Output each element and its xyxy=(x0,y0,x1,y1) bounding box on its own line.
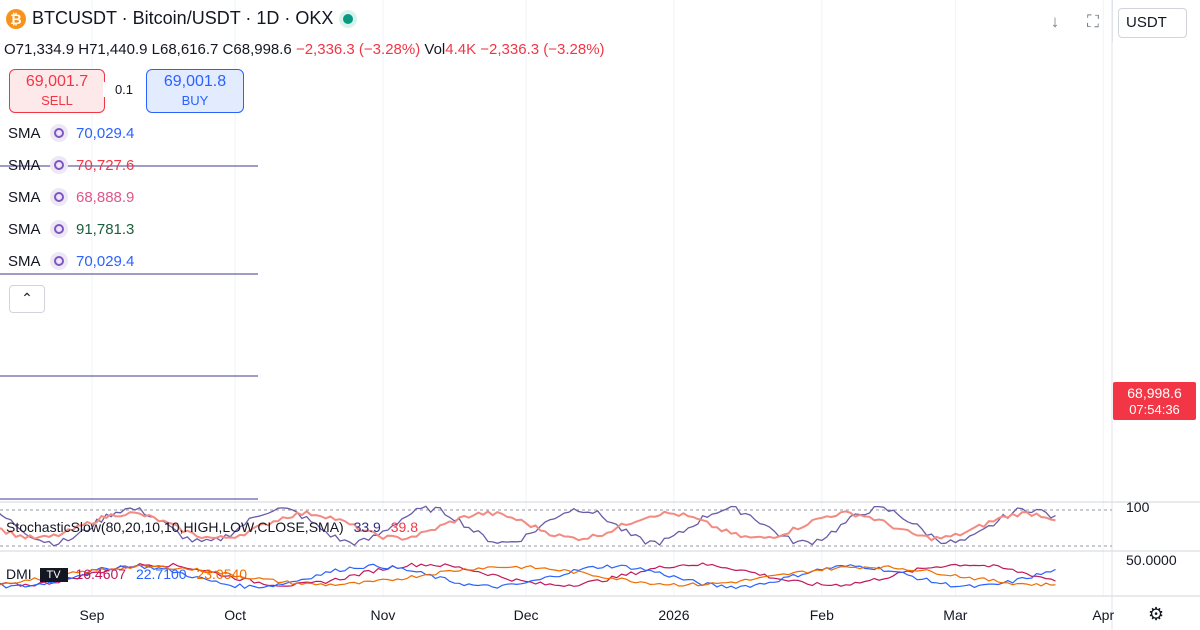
stoch-axis-label: 100 xyxy=(1126,499,1150,515)
stochastic-legend[interactable]: StochasticSlow(80,20,10,10,HIGH,LOW,CLOS… xyxy=(6,519,418,535)
stochastic-k-line xyxy=(0,505,1056,547)
dmi-plus-line xyxy=(0,562,1056,588)
time-axis-label: Mar xyxy=(943,607,967,623)
indicator-sma-2[interactable]: SMA 70,727.6 xyxy=(8,156,134,174)
time-axis-label: 2026 xyxy=(658,607,689,623)
visibility-icon[interactable] xyxy=(50,252,68,270)
symbol-header[interactable]: ₿ BTCUSDT · Bitcoin/USDT · 1D · OKX xyxy=(6,8,354,29)
indicator-value: 68,888.9 xyxy=(76,188,135,206)
indicator-name: SMA xyxy=(8,252,41,270)
stochastic-d-value: 39.8 xyxy=(390,519,418,535)
ohlc-legend: O71,334.9 H71,440.9 L68,616.7 C68,998.6 … xyxy=(4,41,605,58)
bar-countdown: 07:54:36 xyxy=(1129,402,1180,417)
time-axis-label: Sep xyxy=(80,607,105,623)
ohlc-open: O71,334.9 xyxy=(4,41,75,58)
sell-label: SELL xyxy=(41,93,73,108)
sell-price: 69,001.7 xyxy=(25,73,89,90)
price-axis-header xyxy=(1112,0,1200,42)
download-icon[interactable]: ↓ xyxy=(1050,12,1060,31)
indicator-name: SMA xyxy=(8,220,41,238)
dmi-label: DMI xyxy=(6,566,32,582)
visibility-icon[interactable] xyxy=(50,124,68,142)
dmi-minus-line xyxy=(0,563,1056,590)
time-axis-label: Oct xyxy=(224,607,246,623)
last-price-value: 68,998.6 xyxy=(1127,385,1182,401)
bitcoin-icon: ₿ xyxy=(6,8,26,29)
sell-button[interactable]: 69,001.7 SELL xyxy=(9,69,105,113)
dmi-legend[interactable]: DMI TV 16.4607 22.7100 23.0540 xyxy=(6,566,248,583)
volume-value: 4.4K xyxy=(445,41,477,58)
collapse-legend-button[interactable]: ⌃ xyxy=(9,285,45,313)
dmi-axis-label: 50.0000 xyxy=(1126,552,1177,568)
time-axis-label: Dec xyxy=(514,607,539,623)
visibility-icon[interactable] xyxy=(50,188,68,206)
indicator-value: 70,029.4 xyxy=(76,124,135,142)
stochastic-d-line xyxy=(0,510,1056,542)
visibility-icon[interactable] xyxy=(50,220,68,238)
last-price-tag: 68,998.6 07:54:36 xyxy=(1113,382,1196,420)
indicator-name: SMA xyxy=(8,124,41,142)
indicator-value: 70,029.4 xyxy=(76,252,135,270)
fullscreen-icon[interactable]: ⛶ xyxy=(1087,12,1099,31)
dmi-minus-value: 22.7100 xyxy=(135,566,187,582)
volume-label: Vol xyxy=(424,41,446,58)
indicator-value: 91,781.3 xyxy=(76,220,135,238)
order-quantity[interactable]: 0.1 xyxy=(103,82,145,97)
dmi-adx-value: 23.0540 xyxy=(196,566,248,582)
indicator-name: SMA xyxy=(8,188,41,206)
settings-icon[interactable]: ⚙ xyxy=(1148,604,1165,624)
time-axis-label: Apr xyxy=(1092,607,1114,623)
buy-button[interactable]: 69,001.8 BUY xyxy=(146,69,244,113)
indicator-name: SMA xyxy=(8,156,41,174)
stochastic-k-value: 33.9 xyxy=(353,519,381,535)
market-open-indicator-icon xyxy=(343,13,354,24)
indicator-sma-1[interactable]: SMA 70,029.4 xyxy=(8,124,134,142)
symbol-title[interactable]: BTCUSDT · Bitcoin/USDT · 1D · OKX xyxy=(32,8,334,28)
ohlc-change: −2,336.3 (−3.28%) xyxy=(295,41,421,58)
ohlc-close: C68,998.6 xyxy=(222,41,292,58)
dmi-plus-value: 16.4607 xyxy=(75,566,127,582)
indicator-value: 70,727.6 xyxy=(76,156,135,174)
ohlc-low: L68,616.7 xyxy=(151,41,219,58)
time-axis-label: Feb xyxy=(810,607,834,623)
indicator-sma-5[interactable]: SMA 70,029.4 xyxy=(8,252,134,270)
buy-label: BUY xyxy=(181,93,209,108)
dmi-adx-line xyxy=(0,564,1056,587)
indicator-sma-3[interactable]: SMA 68,888.9 xyxy=(8,188,134,206)
stochastic-label: StochasticSlow(80,20,10,10,HIGH,LOW,CLOS… xyxy=(6,519,344,535)
currency-selector[interactable]: USDT xyxy=(1118,8,1187,38)
buy-price: 69,001.8 xyxy=(163,73,227,90)
indicator-sma-4[interactable]: SMA 91,781.3 xyxy=(8,220,134,238)
ohlc-high: H71,440.9 xyxy=(78,41,148,58)
volume-change: −2,336.3 (−3.28%) xyxy=(480,41,605,58)
time-axis-label: Nov xyxy=(371,607,396,623)
tradingview-logo-icon: TV xyxy=(39,568,68,583)
visibility-icon[interactable] xyxy=(50,156,68,174)
